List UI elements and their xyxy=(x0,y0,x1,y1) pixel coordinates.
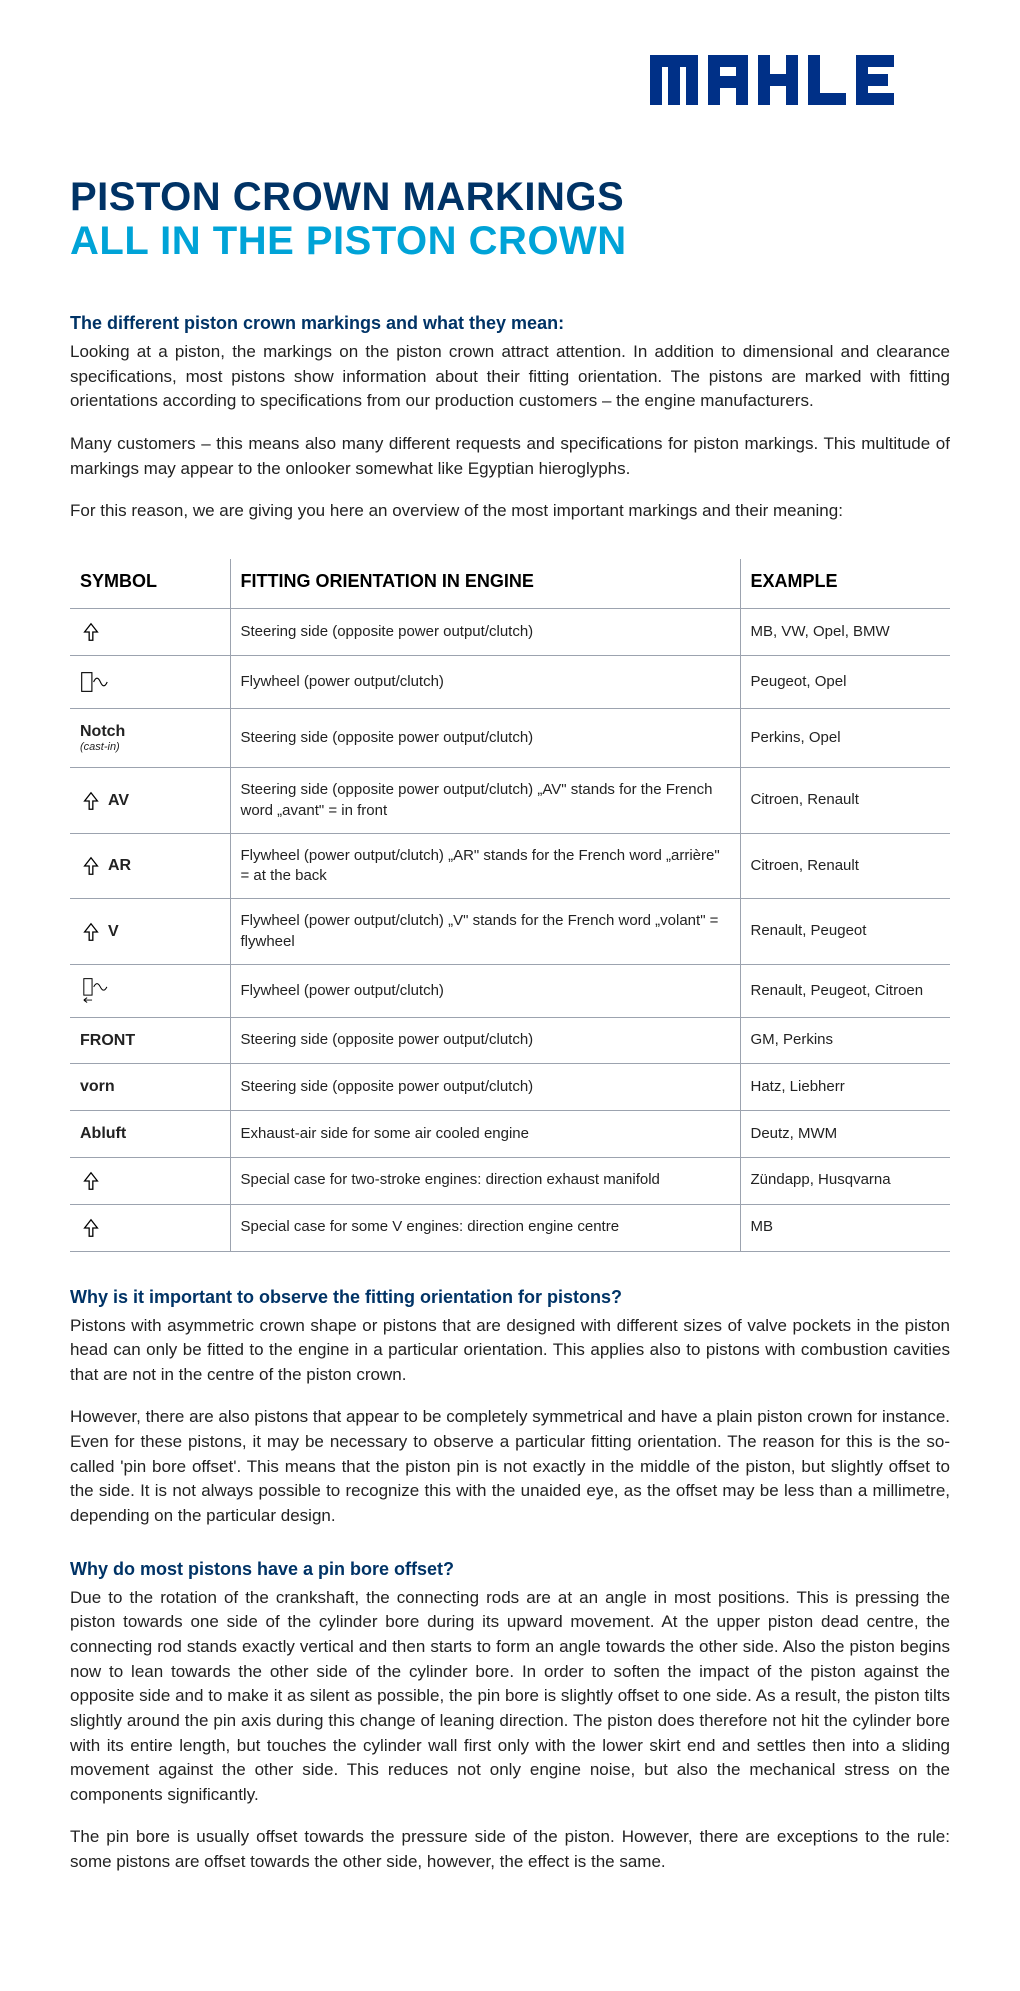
symbol-cell: vorn xyxy=(70,1064,230,1111)
arrow-up-icon xyxy=(80,621,102,643)
table-row: Steering side (opposite power output/clu… xyxy=(70,608,950,655)
fit-cell: Steering side (opposite power output/clu… xyxy=(230,608,740,655)
example-cell: GM, Perkins xyxy=(740,1017,950,1064)
symbol-cell: Abluft xyxy=(70,1110,230,1157)
table-row: V Flywheel (power output/clutch) „V" stan… xyxy=(70,899,950,965)
table-row: vorn Steering side (opposite power output… xyxy=(70,1064,950,1111)
symbol-cell: Notch(cast-in) xyxy=(70,708,230,767)
arrow-up-icon xyxy=(80,855,102,877)
section3-heading: Why do most pistons have a pin bore offs… xyxy=(70,1559,950,1580)
symbol-cell xyxy=(70,608,230,655)
arrow-up-icon xyxy=(80,1170,102,1192)
example-cell: Peugeot, Opel xyxy=(740,655,950,708)
symbol-cell: AR xyxy=(70,833,230,899)
fit-cell: Steering side (opposite power output/clu… xyxy=(230,708,740,767)
fit-cell: Flywheel (power output/clutch) xyxy=(230,964,740,1017)
flywheel-icon xyxy=(80,668,114,696)
example-cell: Perkins, Opel xyxy=(740,708,950,767)
symbol-label: FRONT xyxy=(80,1032,135,1049)
table-row: Special case for some V engines: directi… xyxy=(70,1204,950,1251)
example-cell: Renault, Peugeot xyxy=(740,899,950,965)
fit-cell: Flywheel (power output/clutch) „V" stand… xyxy=(230,899,740,965)
intro-heading: The different piston crown markings and … xyxy=(70,313,950,334)
table-row: AR Flywheel (power output/clutch) „AR" st… xyxy=(70,833,950,899)
fit-cell: Special case for some V engines: directi… xyxy=(230,1204,740,1251)
section3-paragraph-2: The pin bore is usually offset towards t… xyxy=(70,1825,950,1874)
symbol-label: Notch xyxy=(80,723,125,740)
section2-heading: Why is it important to observe the fitti… xyxy=(70,1287,950,1308)
table-row: AV Steering side (opposite power output/c… xyxy=(70,768,950,834)
arrow-up-icon xyxy=(80,1217,102,1239)
symbol-label: Abluft xyxy=(80,1125,126,1142)
symbol-sublabel: (cast-in) xyxy=(80,740,125,755)
arrow-up-icon xyxy=(80,921,102,943)
fit-cell: Steering side (opposite power output/clu… xyxy=(230,1017,740,1064)
flywheel-arrow-icon xyxy=(80,977,114,1005)
example-cell: Deutz, MWM xyxy=(740,1110,950,1157)
page-title-line2: ALL IN THE PISTON CROWN xyxy=(70,219,950,263)
example-cell: Renault, Peugeot, Citroen xyxy=(740,964,950,1017)
symbol-cell: FRONT xyxy=(70,1017,230,1064)
symbol-label: AV xyxy=(108,790,129,812)
mahle-logo-svg xyxy=(650,50,950,110)
intro-paragraph-2: Many customers – this means also many di… xyxy=(70,432,950,481)
symbol-label: V xyxy=(108,921,119,943)
th-symbol: SYMBOL xyxy=(70,559,230,609)
fit-cell: Steering side (opposite power output/clu… xyxy=(230,768,740,834)
intro-paragraph-3: For this reason, we are giving you here … xyxy=(70,499,950,524)
example-cell: Citroen, Renault xyxy=(740,833,950,899)
table-row: Special case for two-stroke engines: dir… xyxy=(70,1157,950,1204)
symbol-cell: AV xyxy=(70,768,230,834)
example-cell: Zündapp, Husqvarna xyxy=(740,1157,950,1204)
page-title-line1: PISTON CROWN MARKINGS xyxy=(70,175,950,219)
example-cell: Hatz, Liebherr xyxy=(740,1064,950,1111)
fit-cell: Flywheel (power output/clutch) „AR" stan… xyxy=(230,833,740,899)
example-cell: MB, VW, Opel, BMW xyxy=(740,608,950,655)
th-example: EXAMPLE xyxy=(740,559,950,609)
fit-cell: Exhaust-air side for some air cooled eng… xyxy=(230,1110,740,1157)
symbol-cell xyxy=(70,1204,230,1251)
section2-paragraph-1: Pistons with asymmetric crown shape or p… xyxy=(70,1314,950,1388)
table-row: Flywheel (power output/clutch)Renault, P… xyxy=(70,964,950,1017)
symbol-cell xyxy=(70,964,230,1017)
section2-paragraph-2: However, there are also pistons that app… xyxy=(70,1405,950,1528)
intro-paragraph-1: Looking at a piston, the markings on the… xyxy=(70,340,950,414)
th-fit: FITTING ORIENTATION IN ENGINE xyxy=(230,559,740,609)
example-cell: MB xyxy=(740,1204,950,1251)
table-row: Notch(cast-in)Steering side (opposite po… xyxy=(70,708,950,767)
table-row: Abluft Exhaust-air side for some air cool… xyxy=(70,1110,950,1157)
table-row: FRONT Steering side (opposite power outpu… xyxy=(70,1017,950,1064)
symbol-label: AR xyxy=(108,855,131,877)
symbol-label: vorn xyxy=(80,1078,115,1095)
symbol-cell xyxy=(70,655,230,708)
markings-table: SYMBOL FITTING ORIENTATION IN ENGINE EXA… xyxy=(70,559,950,1252)
fit-cell: Flywheel (power output/clutch) xyxy=(230,655,740,708)
section3-paragraph-1: Due to the rotation of the crankshaft, t… xyxy=(70,1586,950,1808)
fit-cell: Steering side (opposite power output/clu… xyxy=(230,1064,740,1111)
arrow-up-icon xyxy=(80,790,102,812)
example-cell: Citroen, Renault xyxy=(740,768,950,834)
brand-logo xyxy=(70,50,950,115)
table-row: Flywheel (power output/clutch)Peugeot, O… xyxy=(70,655,950,708)
fit-cell: Special case for two-stroke engines: dir… xyxy=(230,1157,740,1204)
symbol-cell xyxy=(70,1157,230,1204)
symbol-cell: V xyxy=(70,899,230,965)
